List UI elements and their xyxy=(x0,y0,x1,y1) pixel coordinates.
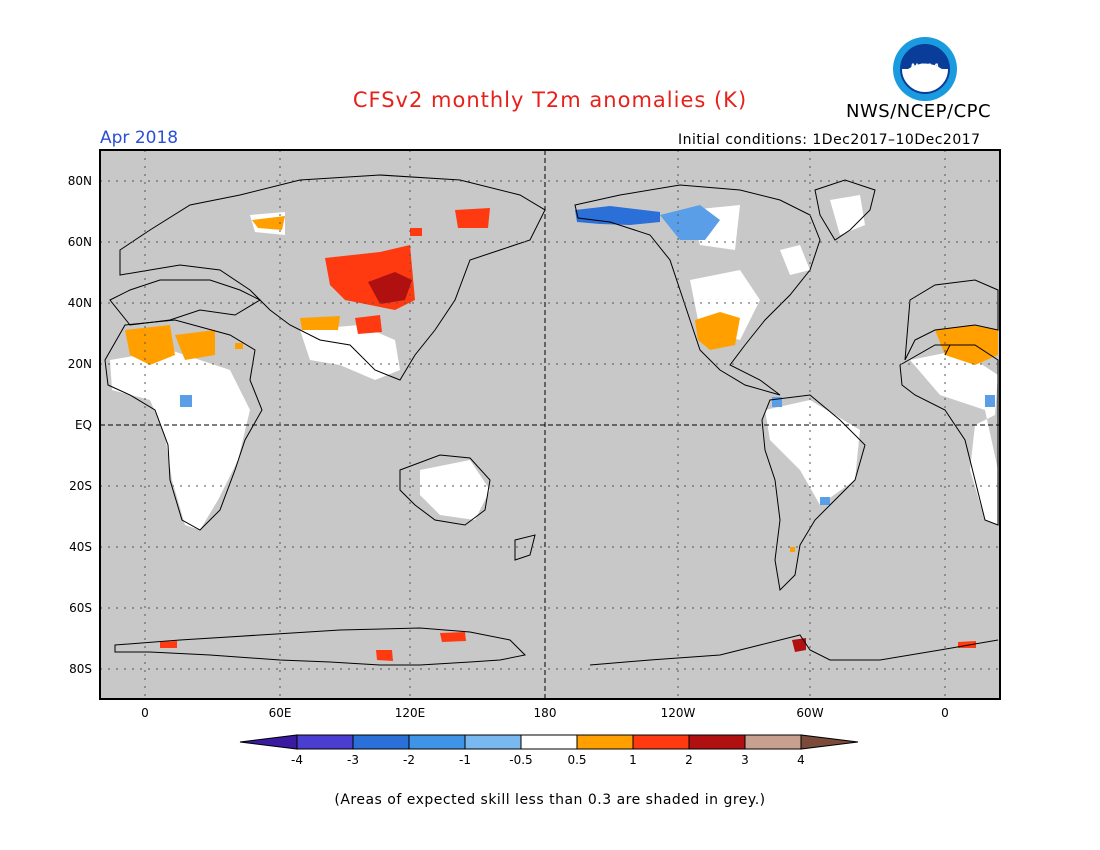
skill-note: (Areas of expected skill less than 0.3 a… xyxy=(334,792,766,808)
lon-label: 60E xyxy=(269,706,292,720)
colorbar-segment xyxy=(744,734,802,750)
colorbar-segment xyxy=(408,734,466,750)
svg-text:NOAA: NOAA xyxy=(910,63,939,73)
colorbar-label: 2 xyxy=(685,753,693,767)
colorbar-segment xyxy=(352,734,410,750)
organization-label: NWS/NCEP/CPC xyxy=(846,101,992,122)
colorbar-segment xyxy=(632,734,690,750)
neutral-land-regions xyxy=(110,195,998,530)
graticule xyxy=(100,150,1000,699)
colorbar-label: 0.5 xyxy=(567,753,586,767)
colorbar-label: -0.5 xyxy=(509,753,532,767)
lat-label: 40S xyxy=(69,540,92,554)
lon-label: 180 xyxy=(534,706,557,720)
lat-label: EQ xyxy=(75,418,92,432)
longitude-labels: 0 60E 120E 180 120W 60W 0 xyxy=(141,706,949,720)
colorbar-label: -3 xyxy=(347,753,359,767)
colorbar-label: 1 xyxy=(629,753,637,767)
colorbar-label: -4 xyxy=(291,753,303,767)
colorbar-label: 3 xyxy=(741,753,749,767)
noaa-logo: NOAA xyxy=(893,37,957,101)
lat-label: 20S xyxy=(69,479,92,493)
colorbar-label: 4 xyxy=(797,753,805,767)
lon-label: 120W xyxy=(661,706,696,720)
lon-label: 0 xyxy=(141,706,149,720)
lat-label: 60S xyxy=(69,601,92,615)
initial-conditions: Initial conditions: 1Dec2017–10Dec2017 xyxy=(678,132,981,148)
lon-label: 120E xyxy=(395,706,426,720)
lat-label: 60N xyxy=(68,235,92,249)
cold-anomaly-regions-lightblue xyxy=(180,205,995,505)
warm-anomaly-regions-darkred xyxy=(368,272,806,652)
colorbar-end-high xyxy=(800,734,859,750)
lat-label: 80S xyxy=(69,662,92,676)
lat-label: 40N xyxy=(68,296,92,310)
lon-label: 0 xyxy=(941,706,949,720)
colorbar-segment xyxy=(688,734,746,750)
coastlines xyxy=(104,174,999,666)
colorbar-label: -1 xyxy=(459,753,471,767)
map-title: CFSv2 monthly T2m anomalies (K) xyxy=(352,88,748,112)
lat-label: 80N xyxy=(68,174,92,188)
colorbar-segment xyxy=(464,734,522,750)
colorbar xyxy=(239,734,859,750)
lat-label: 20N xyxy=(68,357,92,371)
lon-label: 60W xyxy=(796,706,823,720)
latitude-labels: 80N 60N 40N 20N EQ 20S 40S 60S 80S xyxy=(68,174,92,676)
colorbar-segment xyxy=(296,734,354,750)
colorbar-label: -2 xyxy=(403,753,415,767)
forecast-month: Apr 2018 xyxy=(100,128,179,148)
colorbar-segment xyxy=(520,734,578,750)
colorbar-end-low xyxy=(239,734,298,750)
colorbar-labels: -4 -3 -2 -1 -0.5 0.5 1 2 3 4 xyxy=(291,753,805,767)
colorbar-segment xyxy=(576,734,634,750)
map-frame xyxy=(99,149,1001,700)
